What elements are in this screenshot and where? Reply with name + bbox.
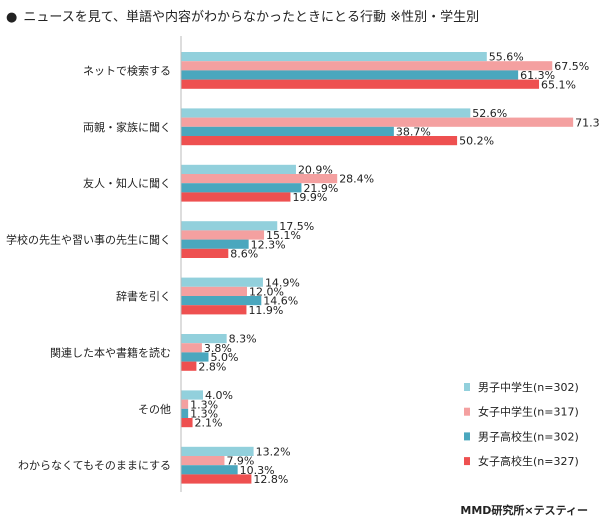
data-label: 5.0% (211, 351, 239, 364)
data-label: 71.3% (575, 116, 600, 129)
bar (181, 399, 189, 409)
category-label: ネットで検索する (83, 63, 171, 77)
bar (181, 79, 540, 89)
category-label: その他 (138, 403, 171, 416)
data-label: 17.5% (279, 220, 314, 233)
bar (181, 352, 209, 362)
source-credit: MMD研究所×テスティー (460, 504, 588, 517)
bar (181, 108, 471, 118)
chart-title: ● ニュースを見て、単語や内容がわからなかったときにとる行動 ※性別・学生別 (6, 6, 479, 25)
bar (181, 474, 252, 484)
category-labels: ネットで検索する両親・家族に聞く友人・知人に聞く学校の先生や習い事の先生に聞く辞… (6, 63, 171, 472)
legend-label: 男子高校生(n=302) (478, 429, 579, 443)
data-label: 38.7% (396, 126, 431, 139)
data-label: 8.3% (229, 333, 257, 346)
legend-label: 女子中学生(n=317) (478, 405, 579, 419)
bar (181, 52, 487, 62)
bar (181, 408, 189, 418)
data-label: 21.9% (303, 182, 338, 195)
legend-swatch (464, 457, 470, 466)
bar (181, 230, 265, 240)
data-label: 8.6% (230, 248, 258, 261)
bar (181, 239, 249, 249)
data-label: 15.1% (266, 229, 301, 242)
data-label: 65.1% (541, 78, 576, 91)
chart-title-text: ニュースを見て、単語や内容がわからなかったときにとる行動 ※性別・学生別 (23, 10, 480, 25)
bar (181, 418, 193, 428)
data-label: 4.0% (205, 389, 233, 402)
bar (181, 248, 229, 258)
bar (181, 343, 202, 353)
data-label: 12.3% (251, 238, 286, 251)
data-label: 14.6% (263, 295, 298, 308)
bar (181, 61, 553, 71)
data-label: 67.5% (554, 60, 589, 73)
category-label: 友人・知人に聞く (83, 176, 171, 190)
category-label: 辞書を引く (116, 289, 171, 303)
data-label: 13.2% (256, 446, 291, 459)
data-label: 52.6% (472, 107, 507, 120)
data-label: 20.9% (298, 164, 333, 177)
legend: 男子中学生(n=302) 女子中学生(n=317) 男子高校生(n=302) 女子高校… (464, 380, 579, 468)
bar (181, 446, 254, 456)
data-label: 3.8% (204, 342, 232, 355)
legend-label: 男子中学生(n=302) (478, 380, 579, 394)
data-label: 1.3% (190, 408, 218, 421)
category-label: 両親・家族に聞く (83, 120, 171, 134)
legend-swatch (464, 432, 470, 441)
data-label: 12.8% (253, 473, 288, 486)
bar (181, 164, 296, 174)
data-label: 11.9% (248, 304, 283, 317)
bar (181, 465, 238, 475)
legend-swatch (464, 383, 470, 391)
bar (181, 390, 203, 400)
bar (181, 305, 247, 315)
data-label: 14.9% (265, 276, 300, 289)
value-labels: 55.6% 67.5%61.3%65.1% 52.6% 71.3% 38.7% 50.2%… (190, 51, 600, 486)
bars (181, 52, 574, 484)
data-label: 1.3% (190, 398, 218, 411)
category-label: わからなくてもそのままにする (18, 459, 171, 472)
bar (181, 117, 574, 127)
bar (181, 221, 278, 231)
data-label: 7.9% (226, 455, 254, 468)
data-label: 61.3% (520, 69, 555, 82)
bar (181, 334, 227, 344)
bar (181, 192, 291, 202)
bar (181, 126, 394, 136)
category-label: 関連した本や書籍を読む (50, 345, 171, 359)
data-label: 10.3% (240, 464, 275, 477)
bar (181, 456, 225, 466)
bar (181, 70, 519, 80)
bar (181, 174, 338, 184)
data-label: 50.2% (459, 135, 494, 148)
data-label: 2.8% (198, 360, 226, 373)
legend-swatch (464, 407, 470, 416)
bar (181, 136, 458, 146)
bar (181, 361, 197, 371)
bar (181, 286, 247, 296)
bar (181, 183, 302, 193)
data-label: 2.1% (195, 417, 223, 430)
bar (181, 296, 262, 306)
data-label: 28.4% (339, 173, 374, 186)
data-label: 19.9% (292, 191, 327, 204)
data-label: 55.6% (489, 51, 524, 64)
category-label: 学校の先生や習い事の先生に聞く (6, 233, 171, 247)
legend-label: 女子高校生(n=327) (478, 454, 579, 468)
bar (181, 277, 263, 287)
title-bullet: ● (6, 10, 18, 25)
data-label: 12.0% (249, 286, 284, 299)
